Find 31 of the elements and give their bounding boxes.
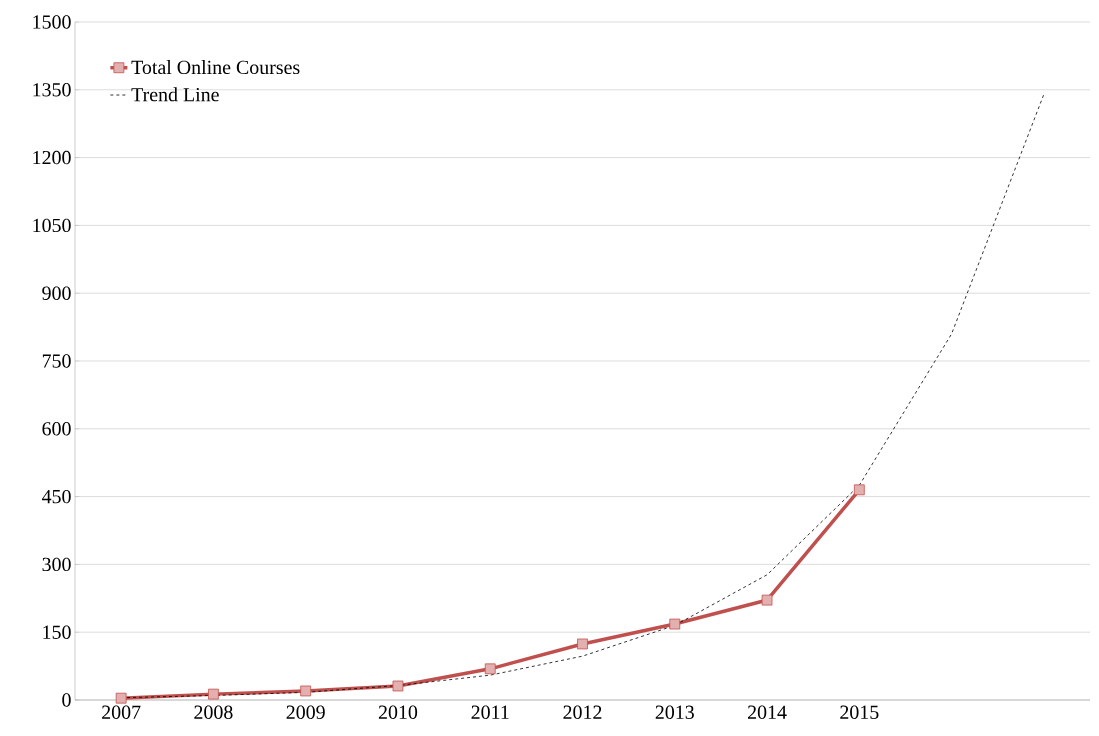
legend-label: Trend Line [131,87,219,102]
x-tick-label: 2015 [840,705,879,719]
legend-label: Total Online Courses [131,60,300,75]
point [761,594,773,606]
y-tick-label: 150 [43,625,71,639]
y-tick-label: 600 [42,422,71,436]
y-tick-label: 1500 [33,15,71,29]
x-tick-label: 2013 [655,705,694,719]
point [669,618,681,630]
y-tick-label: 1200 [33,150,71,165]
point [392,680,404,692]
x-tick-label: 2008 [194,705,233,719]
y-tick-label: 300 [42,557,71,572]
y-tick-label: 750 [42,354,71,368]
point [577,638,588,650]
x-tick-label: 2010 [378,705,418,719]
point [853,484,865,496]
x-tick-label: 2014 [748,705,787,719]
x-tick-label: 2012 [563,705,602,719]
point [300,685,312,697]
y-tick-label: 900 [42,286,71,300]
point [208,688,219,700]
x-tick-label: 2011 [471,705,509,719]
x-tick-label: 2009 [286,705,325,719]
y-tick-label: 450 [41,489,71,504]
y-tick-label: 1050 [33,218,71,233]
x-tick-label: 2007 [102,705,141,719]
y-tick-label: 1350 [33,83,71,97]
point [484,663,496,675]
point [115,692,127,704]
y-tick-label: 0 [62,693,71,707]
